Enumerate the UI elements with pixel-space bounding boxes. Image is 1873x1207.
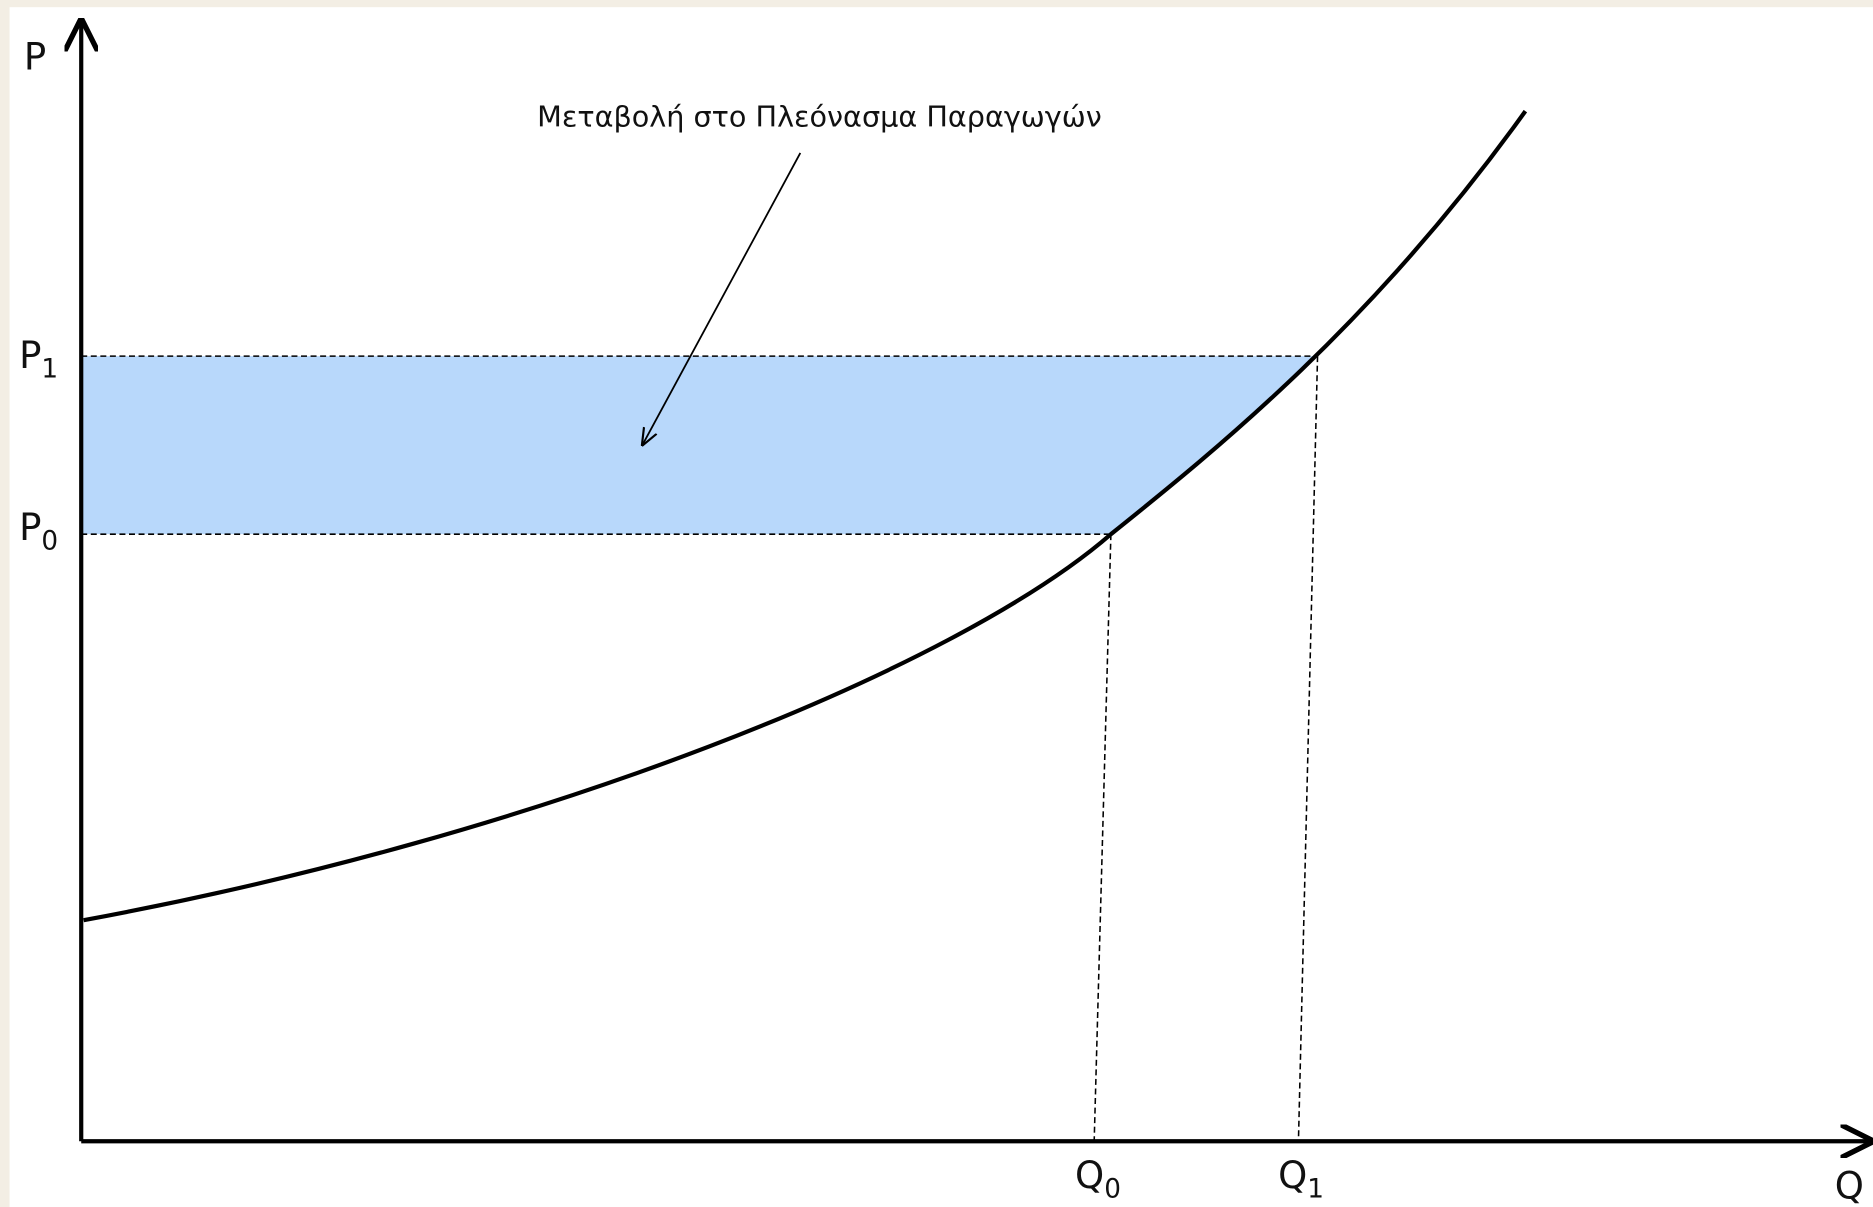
symbol: P [19,334,41,377]
annotation-arrow [643,152,802,445]
x-axis-label: Q [1835,1165,1864,1207]
p0-label: P0 [19,506,58,557]
subscript: 0 [41,527,58,557]
annotation: Μεταβολή στο Πλεόνασμα Παραγωγών [537,100,1102,134]
panel [9,7,1873,1207]
symbol: Q [1278,1154,1307,1197]
supply-curve [83,109,1528,923]
subscript: 1 [1307,1174,1324,1204]
q1-label: Q1 [1278,1154,1324,1205]
p1-label: P1 [19,334,58,385]
subscript: 0 [1104,1174,1121,1204]
q1-guide [1297,356,1319,1142]
subscript: 1 [41,355,58,385]
symbol: Q [1075,1154,1104,1197]
surplus-area [81,356,1318,535]
q0-label: Q0 [1075,1154,1121,1205]
guides [81,355,1319,1142]
q0-guide [1093,534,1112,1142]
symbol: P [19,506,41,549]
y-axis-label: P [24,35,46,78]
